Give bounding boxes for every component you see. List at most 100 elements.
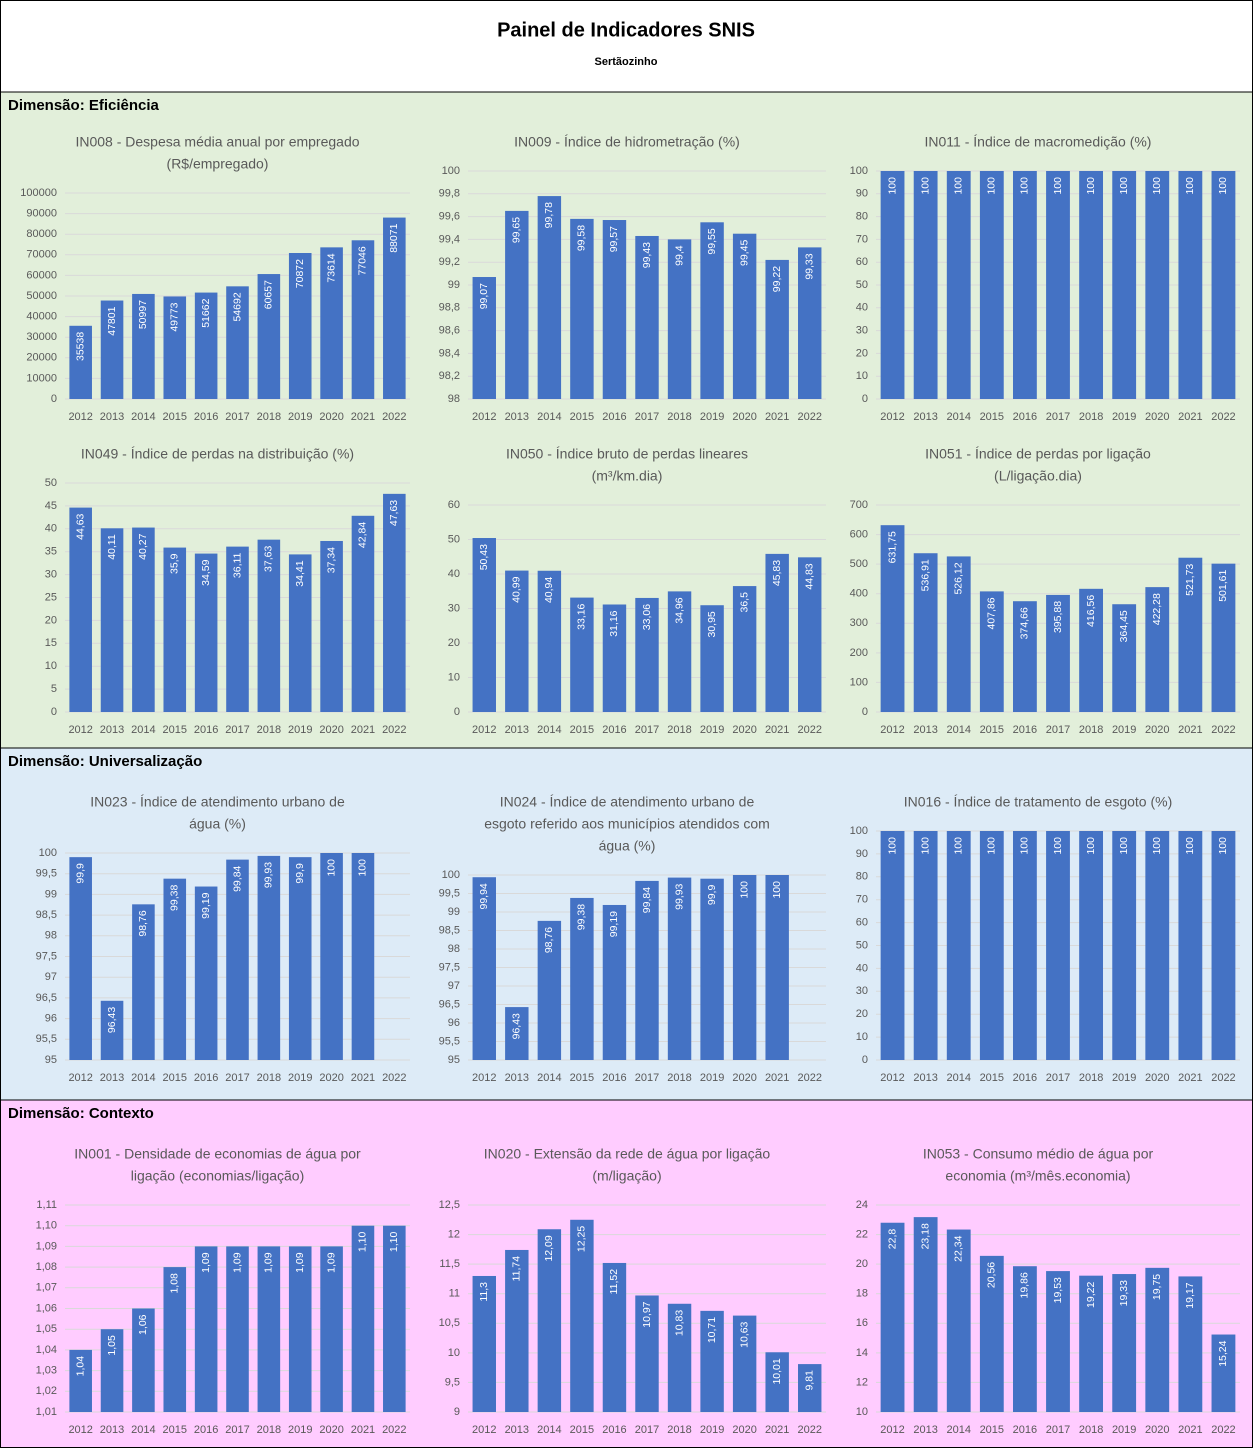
bar (1145, 587, 1170, 712)
x-tick-label: 2015 (980, 1072, 1004, 1084)
value-label: 1,10 (357, 1232, 369, 1253)
value-label: 99,22 (771, 266, 783, 292)
y-tick-label: 95 (45, 1054, 57, 1066)
bar (1145, 171, 1170, 399)
value-label: 22,34 (953, 1235, 965, 1261)
y-tick-label: 96 (448, 1017, 460, 1029)
x-tick-label: 2016 (1013, 724, 1037, 736)
y-tick-label: 97 (45, 971, 57, 983)
bar (505, 570, 529, 712)
value-label: 99,9 (74, 863, 86, 884)
page-title: Painel de Indicadores SNIS (497, 19, 755, 41)
bar (602, 1262, 627, 1412)
y-tick-label: 95 (448, 1054, 460, 1066)
value-label: 100 (886, 837, 898, 855)
y-tick-label: 70 (856, 233, 868, 245)
x-tick-label: 2020 (732, 1072, 756, 1084)
x-tick-label: 2018 (257, 411, 281, 423)
x-tick-label: 2016 (194, 724, 218, 736)
value-label: 374,66 (1019, 607, 1031, 639)
value-label: 33,16 (576, 603, 588, 629)
chart-title: água (%) (599, 838, 656, 854)
value-label: 15,24 (1217, 1340, 1229, 1366)
y-tick-label: 15 (45, 637, 57, 649)
value-label: 88071 (388, 223, 400, 252)
bar (100, 528, 124, 712)
y-tick-label: 30000 (26, 331, 57, 343)
value-label: 99,84 (641, 887, 653, 913)
x-tick-label: 2017 (1046, 411, 1070, 423)
chart-title: água (%) (189, 816, 246, 832)
x-tick-label: 2019 (288, 1424, 312, 1436)
value-label: 99,19 (608, 911, 620, 937)
y-tick-label: 9,5 (445, 1376, 460, 1388)
bar (69, 857, 92, 1060)
chart-title: IN051 - Índice de perdas por ligação (925, 446, 1151, 462)
value-label: 42,84 (357, 522, 369, 548)
y-tick-label: 80 (856, 211, 868, 223)
x-tick-label: 2012 (68, 724, 92, 736)
x-tick-label: 2021 (765, 1424, 789, 1436)
bar (1112, 831, 1137, 1060)
value-label: 44,63 (74, 513, 86, 539)
x-tick-label: 2014 (946, 1072, 970, 1084)
y-tick-label: 100 (850, 165, 868, 177)
bar (880, 831, 905, 1060)
bar (472, 877, 496, 1060)
bar (69, 325, 92, 399)
value-label: 100 (1052, 177, 1064, 195)
x-tick-label: 2022 (382, 1072, 406, 1084)
x-tick-label: 2012 (880, 724, 904, 736)
bar (383, 217, 406, 399)
y-tick-label: 97,5 (439, 961, 460, 973)
y-tick-label: 98,6 (439, 325, 460, 337)
y-tick-label: 1,09 (36, 1240, 57, 1252)
value-label: 22,8 (886, 1229, 898, 1250)
bar (602, 904, 627, 1060)
bar (69, 507, 92, 712)
bar (1178, 171, 1203, 399)
y-tick-label: 700 (850, 499, 868, 511)
x-tick-label: 2017 (635, 1072, 659, 1084)
y-tick-label: 99,4 (439, 233, 460, 245)
chart-title: IN008 - Despesa média anual por empregad… (75, 134, 359, 150)
x-tick-label: 2014 (131, 1424, 155, 1436)
value-label: 100 (886, 177, 898, 195)
value-label: 100 (1151, 177, 1163, 195)
bar (667, 877, 692, 1060)
x-tick-label: 2020 (319, 411, 343, 423)
bar (765, 875, 789, 1060)
x-tick-label: 2022 (1211, 1072, 1235, 1084)
x-tick-label: 2014 (946, 411, 970, 423)
bar (257, 855, 281, 1060)
x-tick-label: 2021 (351, 724, 375, 736)
bar (257, 274, 281, 399)
x-tick-label: 2013 (505, 1424, 529, 1436)
bar (667, 591, 692, 712)
chart-title: IN050 - Índice bruto de perdas lineares (506, 446, 748, 462)
value-label: 1,09 (325, 1252, 337, 1273)
y-tick-label: 500 (850, 558, 868, 570)
bar (194, 292, 218, 399)
y-tick-label: 98,5 (36, 909, 57, 921)
x-tick-label: 2016 (1013, 1424, 1037, 1436)
x-tick-label: 2017 (225, 1072, 249, 1084)
x-tick-label: 2021 (1178, 411, 1202, 423)
chart-title: IN024 - Índice de atendimento urbano de (500, 794, 755, 810)
value-label: 35,9 (169, 553, 181, 574)
bar (1145, 1267, 1170, 1412)
value-label: 407,86 (986, 597, 998, 629)
y-tick-label: 0 (454, 706, 460, 718)
bar (505, 210, 529, 399)
y-tick-label: 20 (856, 1258, 868, 1270)
value-label: 34,59 (200, 559, 212, 585)
value-label: 99,38 (169, 885, 181, 911)
bar (798, 557, 822, 712)
y-tick-label: 40 (448, 568, 460, 580)
value-label: 40,99 (511, 576, 523, 602)
y-tick-label: 1,10 (36, 1220, 57, 1232)
section-title: Dimensão: Contexto (8, 1105, 154, 1122)
x-tick-label: 2018 (257, 1072, 281, 1084)
x-tick-label: 2018 (257, 1424, 281, 1436)
chart-title: IN053 - Consumo médio de água por (923, 1146, 1154, 1162)
